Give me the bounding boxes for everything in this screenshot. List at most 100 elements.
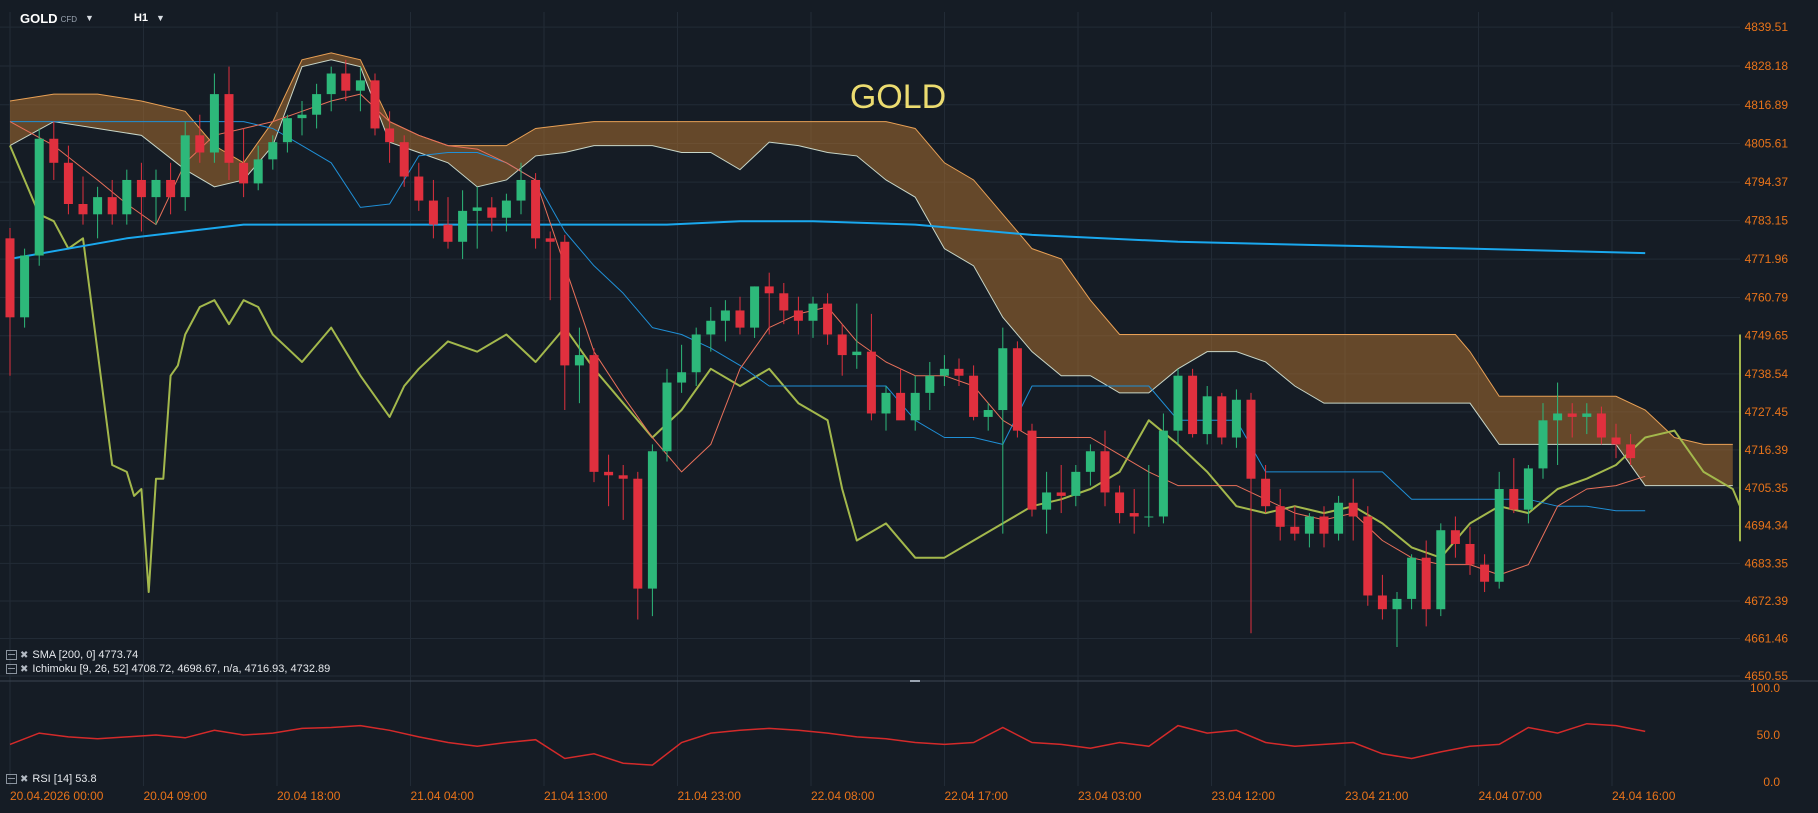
candle (1231, 389, 1241, 448)
sma-legend-text: SMA [200, 0] 4773.74 (32, 649, 139, 661)
candle (1304, 513, 1314, 548)
candle (983, 403, 993, 431)
candle (501, 193, 511, 232)
time-tick-label: 22.04 17:00 (945, 789, 1009, 803)
candle (720, 300, 730, 342)
rsi-pane: 100.0 50.0 0.0 (9, 681, 1780, 789)
price-tick-label: 4816.89 (1745, 98, 1789, 112)
candle (1290, 506, 1300, 541)
candle (618, 464, 628, 520)
candle (808, 296, 818, 338)
candle (107, 179, 117, 225)
price-tick-label: 4661.46 (1745, 632, 1789, 646)
candle (78, 176, 88, 225)
settings-icon[interactable] (6, 774, 17, 784)
close-icon[interactable]: ✖ (20, 649, 29, 661)
candle (925, 361, 935, 411)
price-tick-label: 4672.39 (1745, 594, 1789, 608)
candle (1494, 471, 1504, 589)
candle (297, 100, 307, 136)
price-tick-label: 4749.65 (1745, 329, 1789, 343)
candle (166, 162, 176, 215)
candle (136, 162, 146, 232)
candle (881, 386, 891, 431)
candle (1056, 464, 1066, 514)
candle (662, 368, 672, 462)
price-tick-label: 4694.34 (1745, 519, 1789, 533)
settings-icon[interactable] (6, 650, 17, 660)
candle (1626, 434, 1636, 465)
price-tick-label: 4839.51 (1745, 20, 1789, 34)
candle (1421, 540, 1431, 627)
candle (1553, 382, 1563, 465)
candle (750, 286, 760, 338)
ichimoku-cloud (9, 52, 1733, 487)
candle (414, 162, 424, 211)
candle (823, 293, 833, 345)
close-icon[interactable]: ✖ (20, 663, 29, 675)
candle (5, 228, 15, 376)
candle (122, 169, 132, 225)
time-tick-label: 22.04 08:00 (811, 789, 875, 803)
candle (939, 355, 949, 387)
candle (428, 179, 438, 239)
candle (472, 186, 482, 249)
candle (1173, 368, 1183, 445)
candle (1334, 495, 1344, 541)
ichimoku-legend: ✖ Ichimoku [9, 26, 52] 4708.72, 4698.67,… (6, 663, 330, 675)
candle (209, 73, 219, 163)
symbol-name: GOLD (20, 10, 58, 26)
candle (1582, 403, 1592, 435)
symbol-selector[interactable]: GOLD CFD ▼ (20, 11, 94, 26)
price-tick-label: 4650.55 (1745, 669, 1789, 683)
price-tick-label: 4705.35 (1745, 481, 1789, 495)
candle (385, 111, 395, 163)
rsi-tick-label: 0.0 (1763, 775, 1780, 789)
price-tick-label: 4828.18 (1745, 59, 1789, 73)
candle (531, 173, 541, 249)
candle (268, 135, 278, 170)
chikou-span-line (9, 145, 1741, 593)
time-tick-label: 23.04 03:00 (1078, 789, 1142, 803)
price-tick-label: 4683.35 (1745, 556, 1789, 570)
price-tick-label: 4738.54 (1745, 367, 1789, 381)
candle (1144, 464, 1154, 527)
candle (779, 282, 789, 325)
time-tick-label: 20.04 18:00 (277, 789, 341, 803)
candle (866, 313, 876, 421)
candle (1261, 464, 1271, 514)
candle (1450, 516, 1460, 558)
candle (764, 272, 774, 335)
time-tick-label: 21.04 23:00 (678, 789, 742, 803)
time-tick-label: 23.04 21:00 (1345, 789, 1409, 803)
sma-200-line (9, 220, 1646, 260)
candle (1509, 458, 1519, 514)
candle (910, 375, 920, 431)
price-axis: 4839.51 4828.18 4816.89 4805.61 4794.37 4783.… (1745, 20, 1789, 683)
close-icon[interactable]: ✖ (20, 773, 29, 785)
candle (326, 66, 336, 112)
chart-watermark: GOLD (850, 78, 946, 116)
pane-resize-handle[interactable] (910, 680, 920, 682)
candle (560, 234, 570, 411)
time-tick-label: 24.04 07:00 (1479, 789, 1543, 803)
candle (735, 296, 745, 335)
candle (1480, 554, 1490, 593)
timeframe-label: H1 (133, 12, 148, 24)
candle (1407, 554, 1417, 610)
candle (34, 128, 44, 266)
candle (896, 368, 906, 421)
timeframe-selector[interactable]: H1 ▼ (134, 12, 165, 24)
candle (399, 135, 409, 187)
candle (1523, 464, 1533, 524)
settings-icon[interactable] (6, 664, 17, 674)
price-tick-label: 4794.37 (1745, 175, 1789, 189)
candle (1085, 444, 1095, 486)
candle (1188, 368, 1198, 438)
rsi-legend-text: RSI [14] 53.8 (32, 773, 97, 785)
time-tick-label: 20.04.2026 00:00 (10, 789, 104, 803)
candle (691, 327, 701, 387)
candle (93, 186, 103, 239)
candle (516, 162, 526, 215)
